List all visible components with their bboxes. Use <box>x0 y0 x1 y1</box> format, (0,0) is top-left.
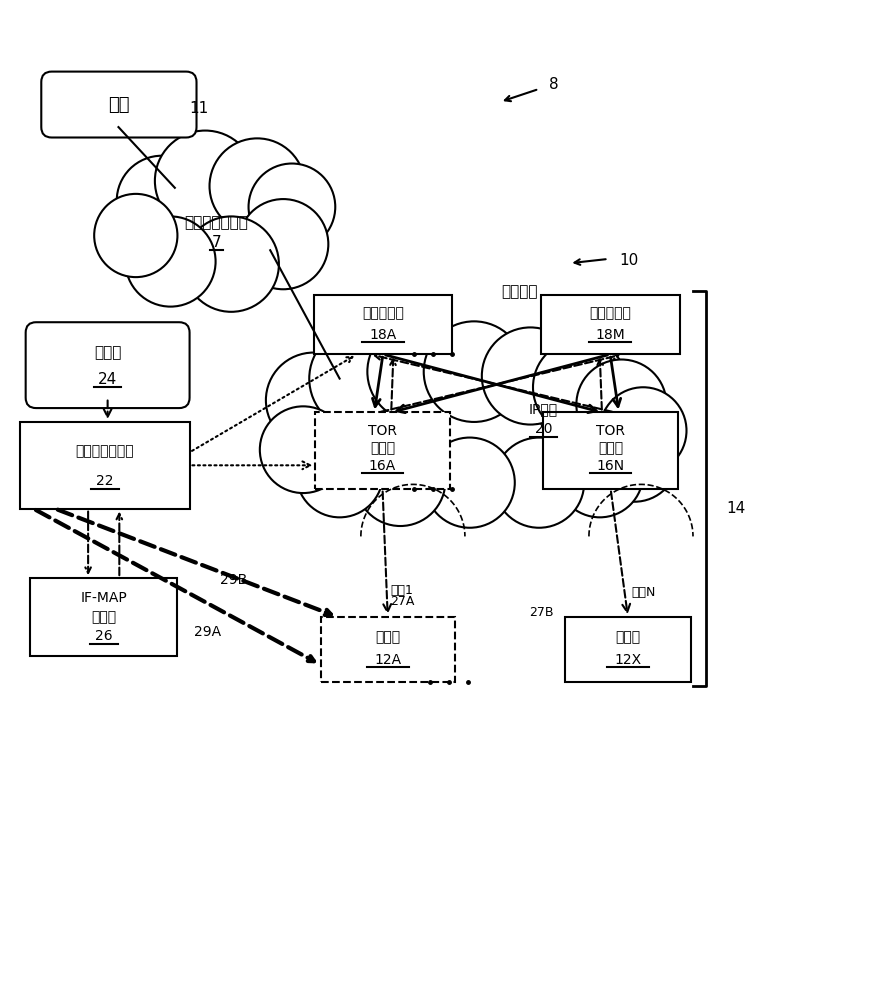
Text: 交换机: 交换机 <box>369 441 395 455</box>
Text: 底架交换机: 底架交换机 <box>588 307 630 321</box>
Text: 8: 8 <box>549 77 559 92</box>
Text: 20: 20 <box>534 422 552 436</box>
Text: 子网1: 子网1 <box>390 584 413 597</box>
FancyBboxPatch shape <box>543 412 677 489</box>
Text: 18M: 18M <box>594 328 624 342</box>
Text: 服务器: 服务器 <box>614 630 640 644</box>
Text: 客户: 客户 <box>108 96 129 114</box>
Text: 22: 22 <box>96 474 114 488</box>
FancyBboxPatch shape <box>315 412 449 489</box>
Text: IF-MAP: IF-MAP <box>80 591 127 605</box>
Text: 服务器: 服务器 <box>91 610 116 624</box>
FancyBboxPatch shape <box>30 578 177 656</box>
Text: TOR: TOR <box>595 424 625 438</box>
Text: 29B: 29B <box>220 573 247 587</box>
FancyBboxPatch shape <box>26 322 189 408</box>
Text: IP结构: IP结构 <box>528 402 557 416</box>
FancyBboxPatch shape <box>313 295 452 354</box>
Text: 27A: 27A <box>389 595 414 608</box>
FancyBboxPatch shape <box>41 72 196 138</box>
Text: 16N: 16N <box>596 459 624 473</box>
Text: 18A: 18A <box>369 328 396 342</box>
Text: 29A: 29A <box>194 625 221 639</box>
Text: 11: 11 <box>189 101 209 116</box>
FancyBboxPatch shape <box>541 295 679 354</box>
Text: 12A: 12A <box>374 653 401 667</box>
Text: 底架交换机: 底架交换机 <box>362 307 403 321</box>
Text: 26: 26 <box>95 629 112 643</box>
Text: 16A: 16A <box>368 459 395 473</box>
Text: TOR: TOR <box>368 424 396 438</box>
Text: 服务器: 服务器 <box>375 630 400 644</box>
FancyBboxPatch shape <box>565 617 690 682</box>
Text: 管理员: 管理员 <box>94 346 121 361</box>
Text: 虚拟网络控制器: 虚拟网络控制器 <box>76 444 134 458</box>
Text: 数据中心: 数据中心 <box>501 284 538 299</box>
Text: 子网N: 子网N <box>630 586 654 599</box>
Text: 27B: 27B <box>529 606 554 619</box>
Text: 交换机: 交换机 <box>597 441 622 455</box>
Text: 24: 24 <box>98 372 117 387</box>
Text: 7: 7 <box>211 235 221 250</box>
Text: 服务提供商网络: 服务提供商网络 <box>184 215 249 230</box>
FancyBboxPatch shape <box>21 422 189 509</box>
Text: 14: 14 <box>726 501 745 516</box>
Text: 10: 10 <box>619 253 638 268</box>
Text: 12X: 12X <box>614 653 640 667</box>
FancyBboxPatch shape <box>320 617 454 682</box>
